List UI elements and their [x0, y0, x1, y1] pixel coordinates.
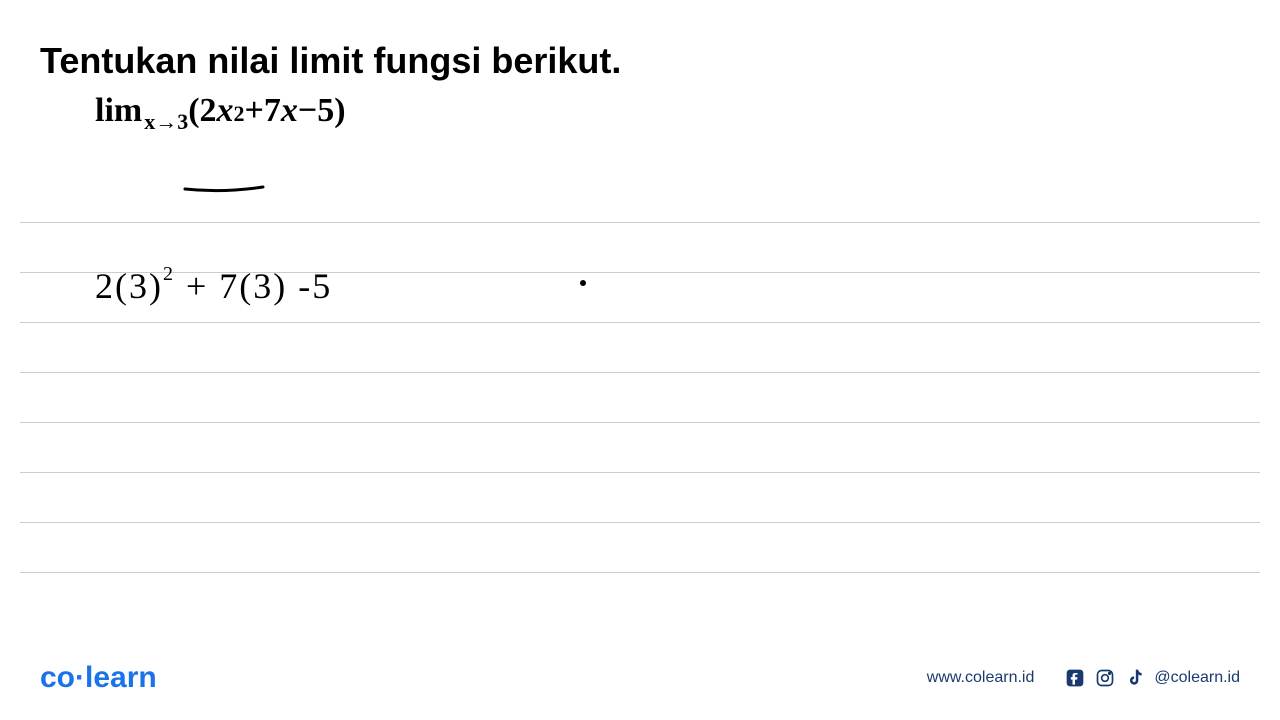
ruled-line	[20, 572, 1260, 573]
ruled-line	[20, 422, 1260, 423]
term2-var: x	[281, 92, 298, 130]
ruled-line	[20, 322, 1260, 323]
limit-expression: lim x→3 ( 2 x 2 + 7 x − 5 )	[95, 92, 1240, 130]
close-paren: )	[334, 92, 345, 130]
ruled-line	[20, 372, 1260, 373]
handwriting-exponent: 2	[163, 263, 175, 285]
dot-mark	[580, 280, 586, 286]
social-icons: @colearn.id	[1064, 667, 1240, 689]
limit-label: lim	[95, 92, 142, 130]
handwritten-underline	[183, 182, 268, 192]
facebook-icon	[1064, 667, 1086, 689]
logo-learn: learn	[85, 661, 157, 694]
open-paren: (	[188, 92, 199, 130]
instagram-icon	[1094, 667, 1116, 689]
term2-coef: 7	[264, 92, 281, 130]
term1-coef: 2	[200, 92, 217, 130]
social-handle: @colearn.id	[1154, 669, 1240, 687]
footer-right: www.colearn.id @colearn.id	[927, 667, 1240, 689]
handwriting-part2: + 7(3) -5	[175, 266, 332, 306]
website-url: www.colearn.id	[927, 669, 1035, 687]
logo-co: co	[40, 661, 75, 694]
constant: 5	[317, 92, 334, 130]
handwriting-part1: 2(3)	[95, 266, 163, 306]
term1-var: x	[217, 92, 234, 130]
term1-exponent: 2	[234, 101, 245, 127]
ruled-line	[20, 222, 1260, 223]
logo-dot: ·	[75, 661, 85, 694]
ruled-line	[20, 472, 1260, 473]
plus-sign: +	[245, 92, 264, 130]
content-area: Tentukan nilai limit fungsi berikut. lim…	[0, 0, 1280, 130]
limit-subscript: x→3	[144, 109, 188, 135]
footer: co·learn www.colearn.id	[0, 661, 1280, 695]
minus-sign: −	[298, 92, 317, 130]
problem-title: Tentukan nilai limit fungsi berikut.	[40, 40, 1240, 82]
ruled-line	[20, 522, 1260, 523]
tiktok-icon	[1124, 667, 1146, 689]
brand-logo: co·learn	[40, 661, 157, 695]
handwritten-work: 2(3)2 + 7(3) -5	[95, 265, 332, 307]
